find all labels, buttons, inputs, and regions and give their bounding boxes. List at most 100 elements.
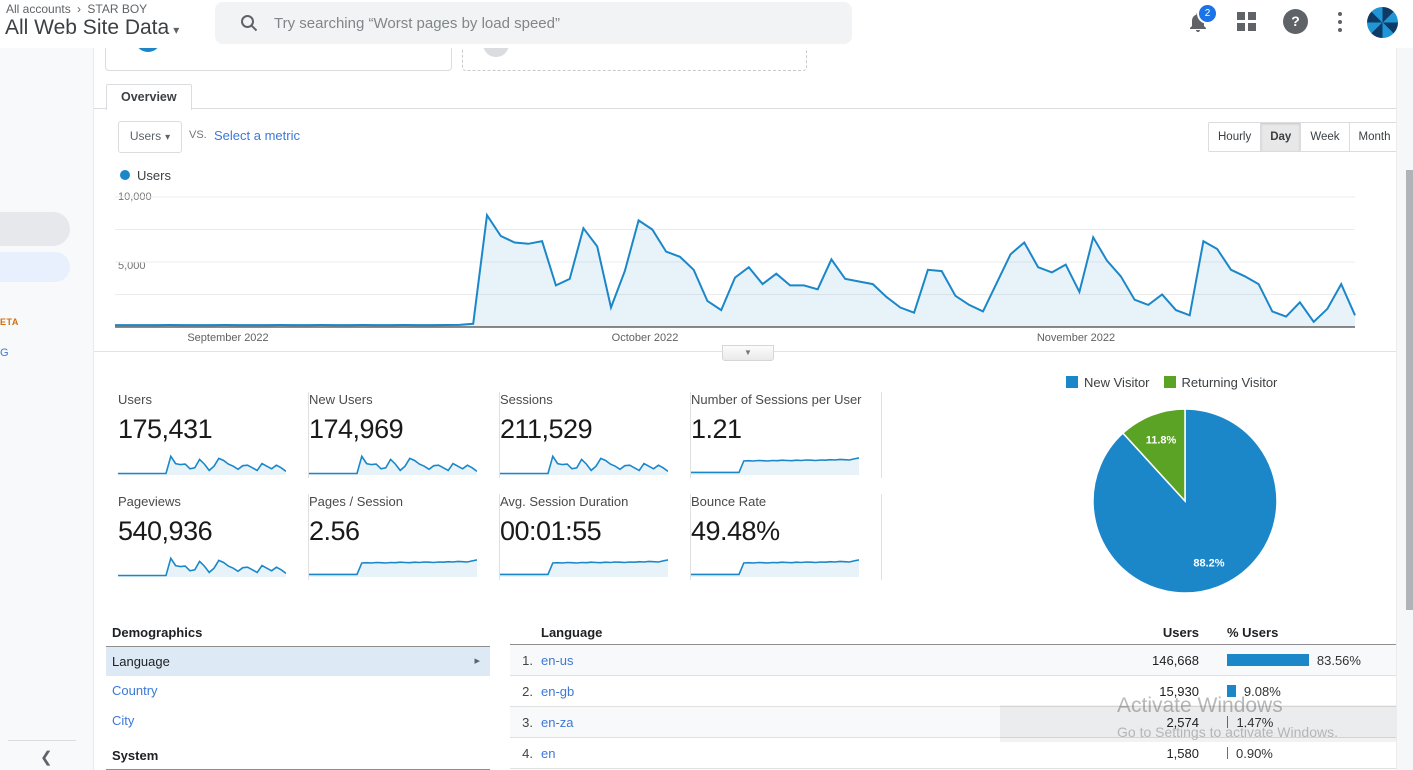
demo-item-language[interactable]: Language ▸ [106,647,490,676]
table-row-en-us: 1. en-us 146,668 83.56% [510,645,1396,676]
row-rank: 1. [522,652,533,668]
scorecard-avg-session-duration[interactable]: Avg. Session Duration 00:01:55 [500,494,691,580]
tabbar-divider [93,108,1396,109]
scorecard-sparkline [118,556,286,577]
language-link[interactable]: en-gb [541,683,575,699]
users-value: 146,668 [1152,652,1199,668]
scorecard-label: Pages / Session [309,494,403,509]
scorecard-label: Avg. Session Duration [500,494,629,509]
language-link[interactable]: en [541,745,556,761]
legend-swatch-icon [1163,376,1176,388]
table-row-en-gb: 2. en-gb 15,930 9.08% [510,676,1396,707]
segment-card-add-segment[interactable] [462,44,807,71]
x-label-october: October 2022 [611,332,679,344]
pie-slice-label: 11.8% [1146,434,1177,446]
col-pct-users[interactable]: % Users [1227,624,1279,640]
scorecard-new-users[interactable]: New Users 174,969 [309,392,500,478]
scorecard-sparkline [691,559,859,577]
sidebar-item-pill[interactable] [0,212,70,246]
granularity-week[interactable]: Week [1301,123,1350,151]
users-value: 1,580 [1166,745,1199,761]
kebab-menu-icon[interactable] [1334,11,1346,35]
chart-legend: Users [120,168,171,183]
granularity-toggle: Hourly Day Week Month [1208,122,1401,152]
scorecard-sessions[interactable]: Sessions 211,529 [500,392,691,478]
breadcrumb[interactable]: All accounts › STAR BOY [6,2,147,16]
series-dot-icon [120,170,130,180]
sidebar-beta-label: ETA [0,317,19,327]
demo-item-label: City [112,713,135,728]
sidebar-truncated-link[interactable]: G [0,347,9,359]
breadcrumb-account[interactable]: All accounts [6,2,71,16]
search-bar[interactable] [215,2,852,44]
chevron-down-icon: ▼ [744,348,752,357]
legend-swatch-icon [1066,376,1078,388]
select-a-metric-link[interactable]: Select a metric [214,128,300,143]
avatar[interactable] [1367,7,1398,38]
table-row-en-za: 3. en-za 2,574 1.47% [510,707,1396,738]
col-users[interactable]: Users [1162,624,1199,640]
vs-label: VS. [189,129,207,141]
demo-item-label: Language [112,654,170,669]
scorecard-pageviews[interactable]: Pageviews 540,936 [118,494,309,580]
row-rank: 2. [522,683,533,699]
pie-slice-label: 88.2% [1193,558,1224,570]
sidebar-item-pill-active[interactable] [0,252,70,282]
demo-item-country[interactable]: Country [106,676,490,706]
users-over-time-chart[interactable] [93,188,1373,336]
scorecard-sparkline [691,457,859,475]
scorecard-number-of-sessions-per-user[interactable]: Number of Sessions per User 1.21 [691,392,882,478]
x-label-november: November 2022 [1036,332,1116,344]
tab-overview[interactable]: Overview [106,84,192,110]
scorecard-value: 175,431 [118,414,213,444]
granularity-hourly[interactable]: Hourly [1209,123,1262,151]
chevron-right-icon: ▸ [474,655,480,667]
scorecard-bounce-rate[interactable]: Bounce Rate 49.48% [691,494,882,580]
demo-item-city[interactable]: City [106,706,490,736]
scorecard-sparkline [118,454,286,475]
scorecard-label: New Users [309,392,373,407]
col-language[interactable]: Language [541,624,603,640]
pie-legend: New Visitor Returning Visitor [1066,375,1277,390]
pct-bar [1227,685,1236,697]
pct-bar [1227,716,1229,728]
scorecard-label: Sessions [500,392,553,407]
page-title[interactable]: All Web Site Data ▾ [5,16,180,39]
scorecard-pages-session[interactable]: Pages / Session 2.56 [309,494,500,580]
notification-badge: 2 [1197,3,1218,24]
chevron-down-icon: ▾ [165,132,171,143]
pct-value: 9.08% [1243,683,1281,699]
scorecard-value: 1.21 [691,414,742,444]
apps-grid-icon[interactable] [1237,12,1257,32]
granularity-day[interactable]: Day [1261,123,1302,151]
collapse-sidebar-button[interactable]: ❮ [40,749,53,766]
metric-selector-dropdown[interactable]: Users ▾ [118,121,182,153]
left-sidebar: ETA G ❮ [0,48,94,770]
scrollbar-thumb[interactable] [1406,170,1413,610]
breadcrumb-property[interactable]: STAR BOY [87,2,148,16]
demo-item-label: Country [112,683,158,698]
pct-value: 1.47% [1236,714,1274,730]
demographics-items: Language ▸ Country City [106,647,490,736]
language-link[interactable]: en-za [541,714,574,730]
granularity-month[interactable]: Month [1349,123,1400,151]
chart-expander-button[interactable]: ▼ [722,345,774,361]
help-icon[interactable]: ? [1283,9,1308,34]
scorecard-label: Number of Sessions per User [691,392,862,407]
scorecard-sparkline [500,454,668,475]
language-link[interactable]: en-us [541,652,574,668]
visitor-type-pie-chart[interactable]: 88.2% 11.8% [1091,407,1279,595]
scorecard-value: 540,936 [118,516,213,546]
search-input[interactable] [272,13,796,33]
pie-slice-returning-visitor[interactable] [1121,408,1186,503]
x-label-september: September 2022 [187,332,269,344]
search-icon [241,15,258,32]
scorecard-sparkline [500,559,668,577]
demographics-title: Demographics [106,620,490,647]
scorecard-users[interactable]: Users 175,431 [118,392,309,478]
scorecard-grid: Users 175,431 New Users 174,969 Sessions 211,… [118,392,882,580]
users-value: 15,930 [1159,683,1199,699]
language-table: Language Users % Users 1. en-us 146,668 83.… [510,620,1396,769]
scorecard-value: 00:01:55 [500,516,602,546]
